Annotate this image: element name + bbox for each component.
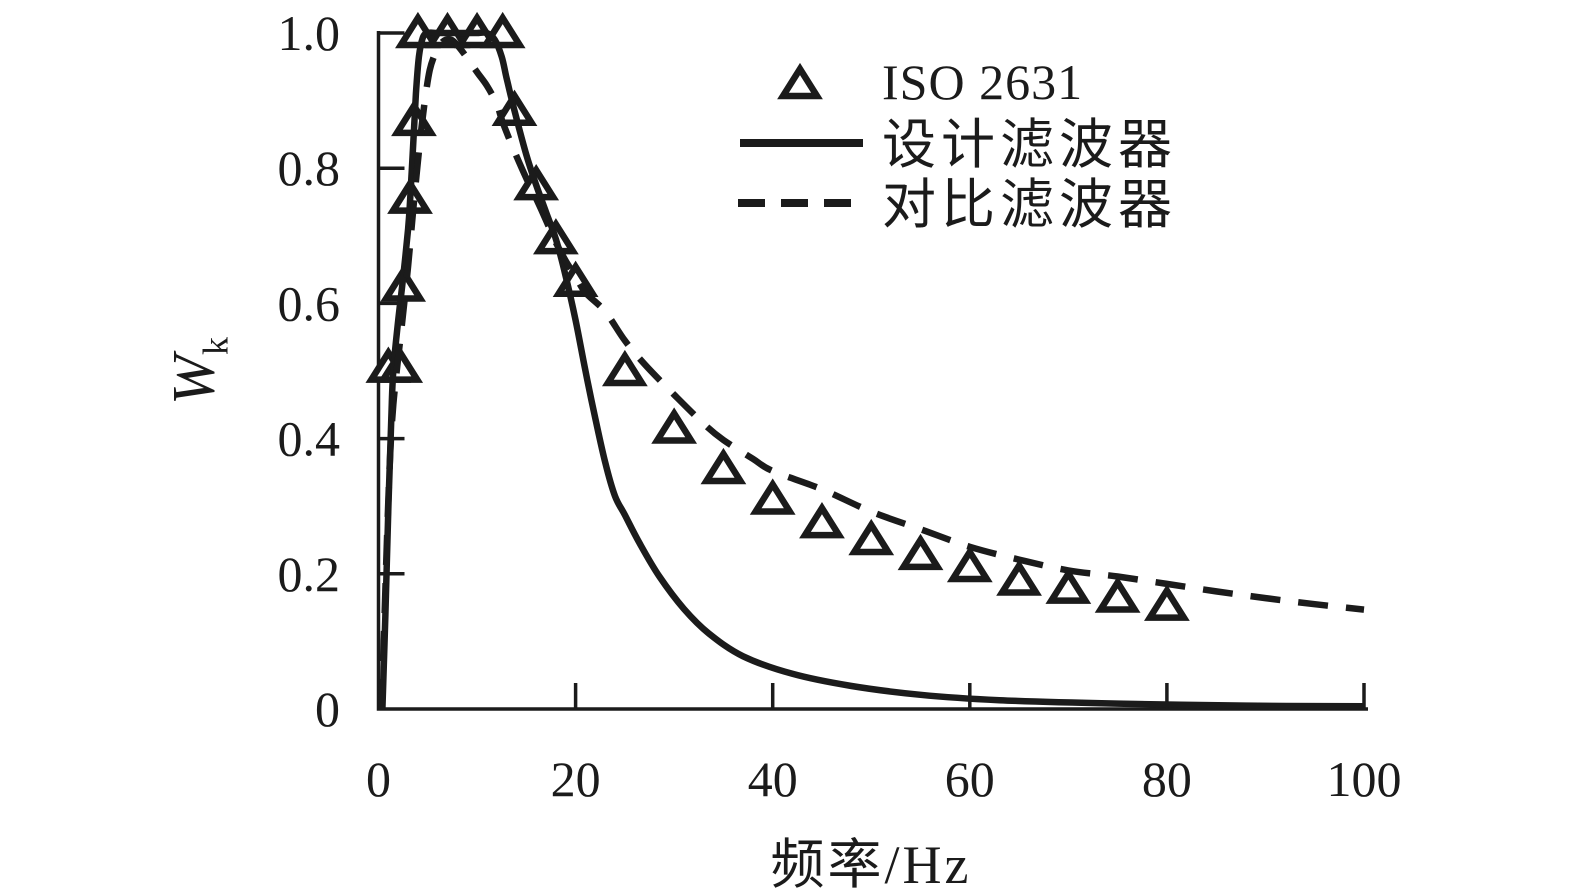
- iso-2631-marker: [946, 545, 993, 583]
- iso-2631-marker: [651, 407, 698, 444]
- y-axis-title-symbol: W: [160, 355, 227, 405]
- y-tick-label-1.0: 1.0: [278, 5, 341, 61]
- y-axis-title-subscript: k: [195, 337, 236, 356]
- axis-frame: [376, 31, 1368, 711]
- y-tick-label-0.4: 0.4: [278, 411, 341, 467]
- designed-filter-curve: [379, 29, 1365, 710]
- x-tick-label-20: 20: [551, 751, 601, 807]
- iso-2631-marker: [1144, 584, 1190, 621]
- x-tick-label-60: 60: [945, 751, 995, 807]
- iso-2631-marker: [749, 478, 796, 515]
- iso-2631-marker: [1045, 567, 1092, 604]
- y-axis-title: Wk: [160, 337, 237, 405]
- iso-2631-marker: [848, 518, 895, 556]
- comparison-filter-curve: [378, 35, 1365, 710]
- iso-2631-marker: [799, 502, 845, 539]
- iso-2631-marker: [601, 349, 648, 387]
- y-tick-label-0.2: 0.2: [278, 546, 341, 602]
- x-tick-label-40: 40: [748, 751, 798, 807]
- y-tick-label-0: 0: [315, 681, 340, 737]
- y-tick-label-0.6: 0.6: [278, 275, 341, 331]
- x-tick-label-0: 0: [366, 751, 391, 807]
- iso-2631-marker: [996, 559, 1042, 596]
- y-tick-label-0.8: 0.8: [278, 140, 341, 196]
- iso-2631-marker: [1094, 576, 1141, 613]
- legend-triangle-marker-icon: [777, 62, 823, 100]
- iso-2631-marker: [700, 447, 747, 485]
- x-tick-label-80: 80: [1142, 751, 1192, 807]
- iso-2631-marker: [897, 533, 944, 571]
- x-tick-label-100: 100: [1327, 751, 1402, 807]
- x-axis-title: 频率/Hz: [770, 835, 972, 894]
